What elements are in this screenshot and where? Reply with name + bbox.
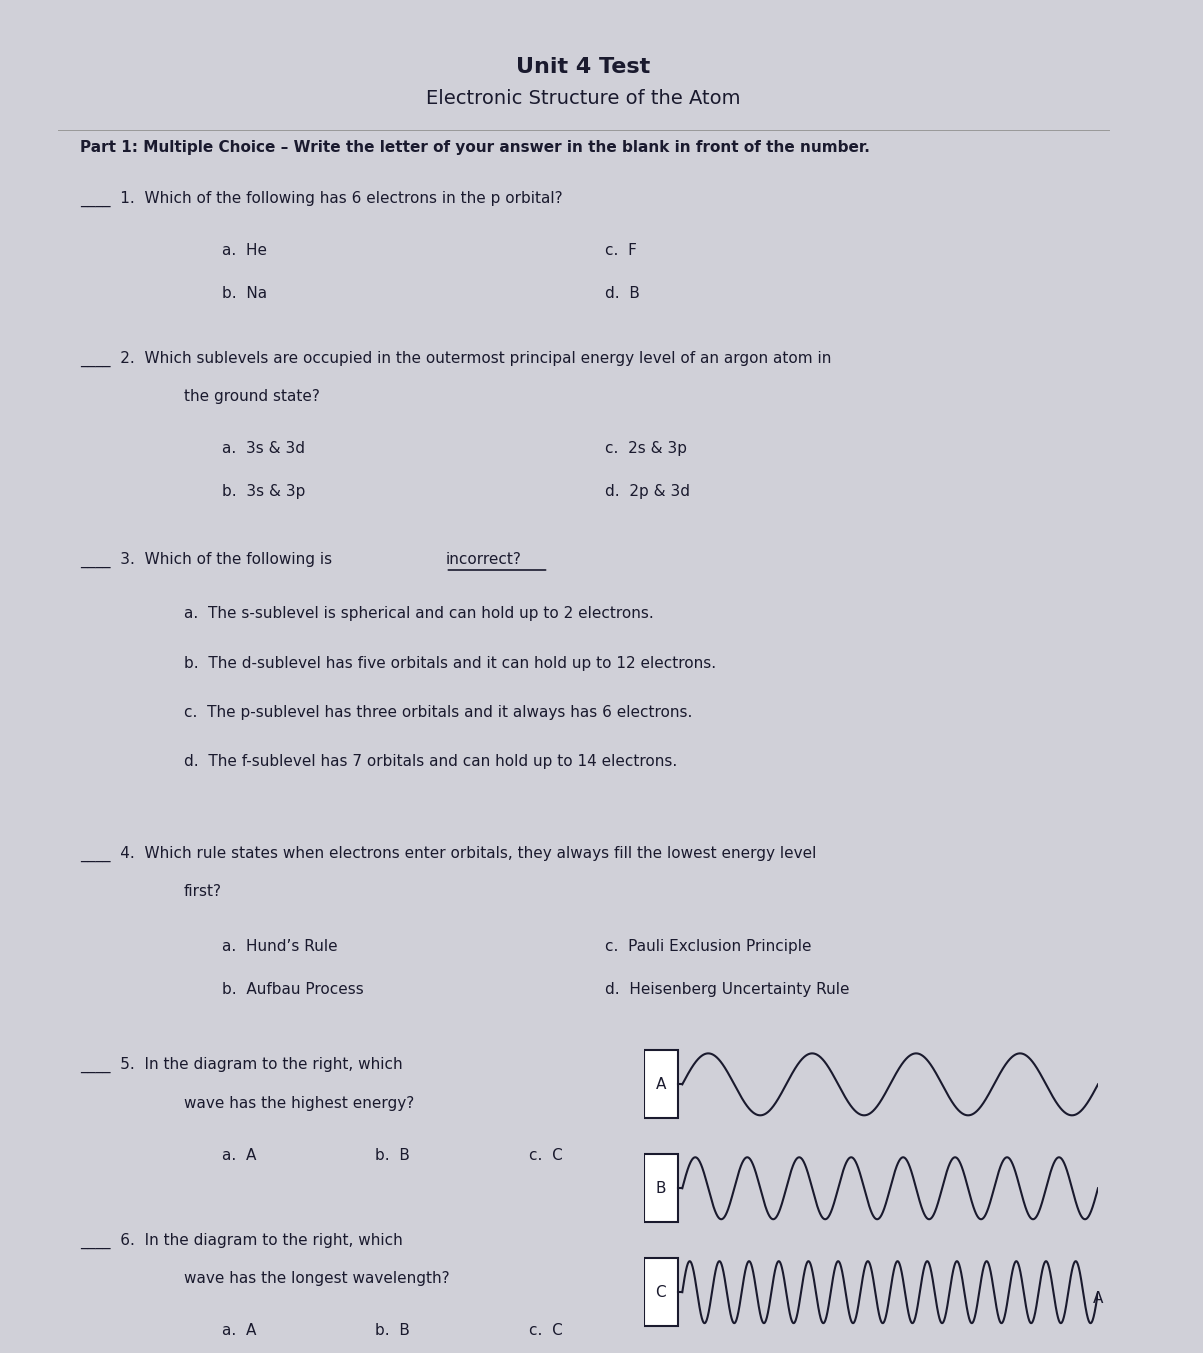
Text: a.  He: a. He: [223, 242, 267, 257]
Text: b.  Aufbau Process: b. Aufbau Process: [223, 982, 365, 997]
Text: b.  B: b. B: [375, 1147, 410, 1164]
Text: ____  2.  Which sublevels are occupied in the outermost principal energy level o: ____ 2. Which sublevels are occupied in …: [79, 350, 831, 367]
Text: Unit 4 Test: Unit 4 Test: [516, 57, 651, 77]
Text: ____  6.  In the diagram to the right, which: ____ 6. In the diagram to the right, whi…: [79, 1233, 403, 1249]
Text: Electronic Structure of the Atom: Electronic Structure of the Atom: [426, 89, 741, 108]
Text: a.  The s-sublevel is spherical and can hold up to 2 electrons.: a. The s-sublevel is spherical and can h…: [184, 606, 653, 621]
Text: c.  2s & 3p: c. 2s & 3p: [605, 441, 687, 456]
Text: wave has the highest energy?: wave has the highest energy?: [184, 1096, 414, 1111]
Text: c.  C: c. C: [529, 1323, 563, 1338]
FancyBboxPatch shape: [644, 1154, 677, 1222]
Text: b.  The d-sublevel has five orbitals and it can hold up to 12 electrons.: b. The d-sublevel has five orbitals and …: [184, 656, 716, 671]
Text: a.  3s & 3d: a. 3s & 3d: [223, 441, 306, 456]
Text: Part 1: Multiple Choice – Write the letter of your answer in the blank in front : Part 1: Multiple Choice – Write the lett…: [79, 141, 870, 156]
Text: c.  F: c. F: [605, 242, 638, 257]
Text: incorrect?: incorrect?: [445, 552, 521, 567]
Text: C: C: [656, 1284, 666, 1300]
Text: c.  Pauli Exclusion Principle: c. Pauli Exclusion Principle: [605, 939, 812, 954]
Text: c.  C: c. C: [529, 1147, 563, 1164]
Text: a.  A: a. A: [223, 1147, 256, 1164]
Text: first?: first?: [184, 885, 221, 900]
Text: b.  Na: b. Na: [223, 285, 267, 300]
Text: ____  5.  In the diagram to the right, which: ____ 5. In the diagram to the right, whi…: [79, 1057, 403, 1073]
Text: d.  B: d. B: [605, 285, 640, 300]
Text: B: B: [656, 1181, 666, 1196]
Text: ____  3.  Which of the following is: ____ 3. Which of the following is: [79, 552, 337, 568]
Text: A: A: [656, 1077, 666, 1092]
FancyBboxPatch shape: [644, 1258, 677, 1326]
Text: d.  The f-sublevel has 7 orbitals and can hold up to 14 electrons.: d. The f-sublevel has 7 orbitals and can…: [184, 755, 677, 770]
Text: the ground state?: the ground state?: [184, 390, 320, 405]
Text: ____  1.  Which of the following has 6 electrons in the p orbital?: ____ 1. Which of the following has 6 ele…: [79, 191, 563, 207]
Text: c.  The p-sublevel has three orbitals and it always has 6 electrons.: c. The p-sublevel has three orbitals and…: [184, 705, 692, 720]
Text: d.  Heisenberg Uncertainty Rule: d. Heisenberg Uncertainty Rule: [605, 982, 849, 997]
Text: b.  3s & 3p: b. 3s & 3p: [223, 484, 306, 499]
Text: wave has the longest wavelength?: wave has the longest wavelength?: [184, 1272, 450, 1287]
Text: d.  2p & 3d: d. 2p & 3d: [605, 484, 691, 499]
Text: b.  B: b. B: [375, 1323, 410, 1338]
Text: A: A: [1092, 1292, 1103, 1307]
Text: a.  Hund’s Rule: a. Hund’s Rule: [223, 939, 338, 954]
Text: ____  4.  Which rule states when electrons enter orbitals, they always fill the : ____ 4. Which rule states when electrons…: [79, 846, 817, 862]
Text: a.  A: a. A: [223, 1323, 256, 1338]
FancyBboxPatch shape: [644, 1050, 677, 1119]
